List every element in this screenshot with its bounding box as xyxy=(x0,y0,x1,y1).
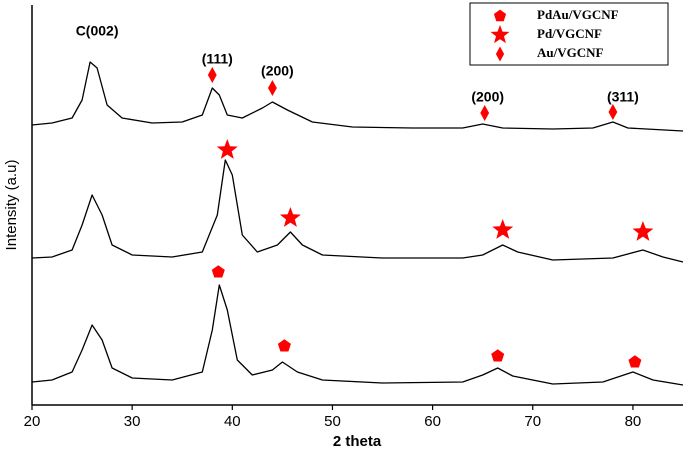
peak-marker xyxy=(207,67,217,83)
peak-marker xyxy=(279,207,301,227)
x-axis-label: 2 theta xyxy=(333,433,382,450)
annotation: (200) xyxy=(261,63,294,79)
x-tick-label: 60 xyxy=(424,413,441,430)
x-tick-label: 30 xyxy=(124,413,141,430)
peak-marker xyxy=(632,221,654,241)
annotation: (311) xyxy=(607,89,639,105)
legend-label: Pd/VGCNF xyxy=(537,26,602,41)
annotation: (200) xyxy=(471,89,504,105)
peak-marker xyxy=(277,339,291,352)
peak-marker xyxy=(492,219,514,239)
x-tick-label: 40 xyxy=(224,413,241,430)
x-tick-label: 50 xyxy=(324,413,341,430)
x-tick-label: 70 xyxy=(524,413,541,430)
series-line xyxy=(31,284,684,386)
legend-marker xyxy=(490,25,510,44)
peak-marker xyxy=(608,104,618,120)
peak-marker xyxy=(628,355,642,368)
peak-marker xyxy=(211,265,225,278)
legend-label: PdAu/VGCNF xyxy=(537,7,619,22)
x-tick-label: 80 xyxy=(625,413,642,430)
y-axis-label: Intensity (a.u) xyxy=(3,160,20,251)
x-tick-label: 20 xyxy=(24,413,41,430)
legend-marker xyxy=(493,9,507,22)
legend-label: Au/VGCNF xyxy=(537,45,604,60)
peak-marker xyxy=(268,80,277,96)
annotation: C(002) xyxy=(76,23,119,39)
peak-marker xyxy=(480,105,490,121)
series-line xyxy=(31,159,684,263)
peak-marker xyxy=(491,349,505,362)
series-line xyxy=(31,61,684,132)
annotation: (111) xyxy=(202,51,233,67)
legend-marker xyxy=(495,46,505,62)
peak-marker xyxy=(216,139,238,159)
